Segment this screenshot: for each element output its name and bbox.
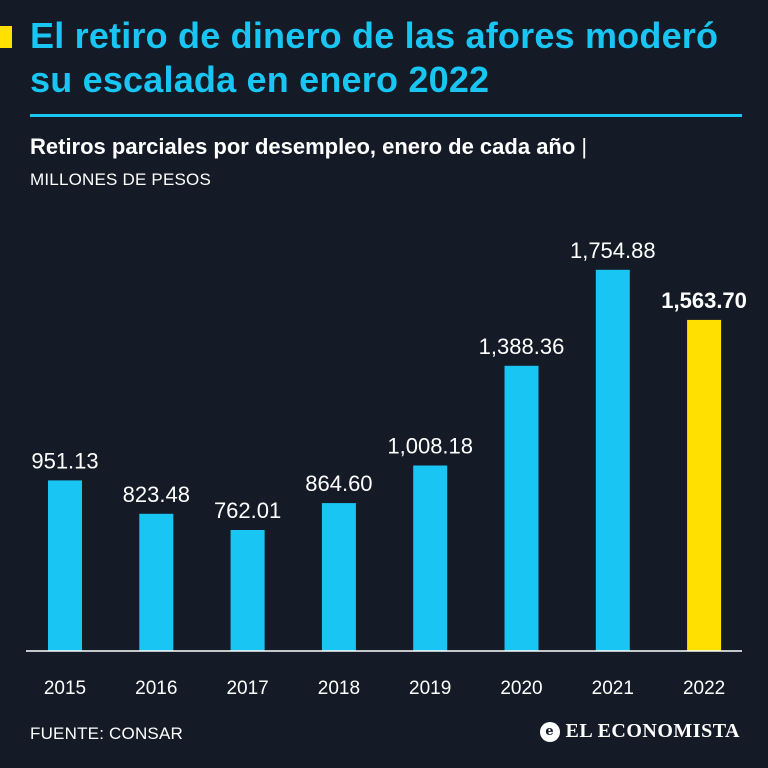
data-label-2018: 864.60 bbox=[305, 471, 372, 496]
x-tick-2016: 2016 bbox=[135, 678, 177, 699]
accent-mark bbox=[0, 26, 12, 48]
subtitle-text: Retiros parciales por desempleo, enero d… bbox=[30, 134, 576, 159]
data-label-2017: 762.01 bbox=[214, 498, 281, 523]
x-tick-2020: 2020 bbox=[500, 678, 542, 699]
x-tick-2019: 2019 bbox=[409, 678, 451, 699]
brand-logo: e EL ECONOMISTA bbox=[539, 720, 741, 743]
subtitle-separator: | bbox=[581, 134, 588, 159]
data-label-2020: 1,388.36 bbox=[479, 334, 565, 359]
data-label-2021: 1,754.88 bbox=[570, 238, 656, 263]
headline: El retiro de dinero de las afores moderó… bbox=[30, 15, 719, 100]
brand-name: EL ECONOMISTA bbox=[565, 720, 740, 742]
chart-subtitle: Retiros parciales por desempleo, enero d… bbox=[30, 134, 587, 160]
bar-2018 bbox=[321, 503, 356, 651]
bar-2020 bbox=[504, 365, 539, 651]
bar-2019 bbox=[413, 465, 448, 651]
bar-2016 bbox=[139, 513, 174, 651]
data-label-2016: 823.48 bbox=[123, 482, 190, 507]
bar-2017 bbox=[230, 530, 265, 651]
x-tick-2017: 2017 bbox=[226, 678, 268, 699]
x-tick-2015: 2015 bbox=[44, 678, 86, 699]
bar-2015 bbox=[48, 480, 82, 651]
data-label-2022: 1,563.70 bbox=[661, 288, 747, 313]
bar-2022 bbox=[687, 319, 722, 651]
e-logo-icon: e bbox=[539, 721, 560, 742]
title-rule bbox=[30, 114, 742, 117]
bars-group bbox=[48, 269, 722, 651]
data-label-2015: 951.13 bbox=[31, 448, 98, 473]
x-tick-2018: 2018 bbox=[318, 678, 360, 699]
bar-2021 bbox=[595, 269, 630, 651]
units-label: MILLONES DE PESOS bbox=[30, 170, 212, 189]
labels-group: 951.13 2015 823.48 2016 762.01 2017 864.60 2018… bbox=[31, 238, 747, 699]
data-label-2019: 1,008.18 bbox=[387, 434, 473, 459]
x-tick-2021: 2021 bbox=[592, 678, 634, 699]
source-note: FUENTE: CONSAR bbox=[30, 724, 183, 743]
x-tick-2022: 2022 bbox=[683, 678, 725, 699]
